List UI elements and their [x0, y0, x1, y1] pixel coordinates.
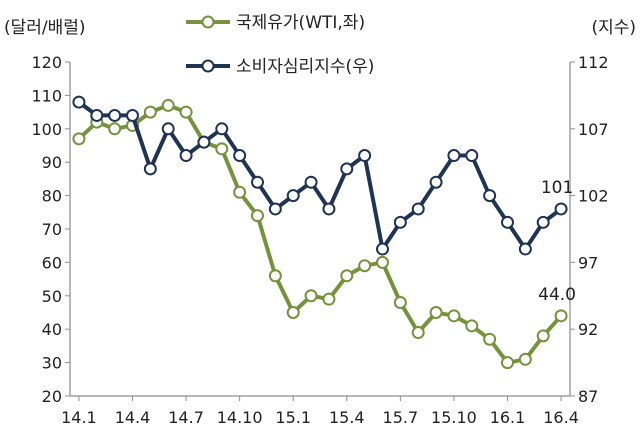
end-value-label: 101 — [541, 178, 573, 198]
right-tick-label: 107 — [578, 120, 609, 139]
end-value-label: 44.0 — [538, 285, 576, 305]
left-axis-title: (달러/배럴) — [4, 18, 86, 38]
data-point — [286, 189, 300, 203]
data-point — [358, 149, 372, 163]
left-tick-label: 110 — [31, 86, 62, 105]
x-tick-label: 15.10 — [431, 408, 477, 427]
right-tick-label: 87 — [578, 387, 598, 406]
legend: 국제유가(WTI,좌) 소비자심리지수(우) — [186, 13, 374, 77]
data-point — [376, 242, 389, 256]
right-tick-label: 102 — [578, 187, 609, 206]
data-point — [251, 209, 264, 223]
data-point — [429, 306, 443, 319]
data-point — [108, 108, 122, 122]
data-point — [90, 108, 104, 122]
data-point — [501, 215, 514, 229]
data-point — [304, 289, 318, 303]
data-point — [411, 202, 425, 216]
left-tick-label: 50 — [42, 287, 62, 306]
data-point — [179, 105, 193, 119]
right-axis-title: (지수) — [591, 18, 636, 38]
x-tick-label: 14.7 — [168, 408, 204, 427]
data-point — [143, 162, 157, 176]
data-point — [376, 255, 389, 269]
left-tick-label: 120 — [31, 53, 62, 72]
x-tick-label: 14.1 — [61, 408, 97, 427]
left-tick-label: 60 — [42, 253, 62, 272]
x-tick-label: 16.1 — [490, 408, 526, 427]
data-point — [340, 162, 354, 176]
legend-marker — [201, 59, 215, 73]
data-point — [197, 135, 211, 149]
data-point — [304, 175, 318, 189]
data-point — [447, 149, 461, 163]
data-point — [268, 202, 282, 216]
data-point — [215, 142, 229, 156]
left-tick-label: 30 — [42, 354, 62, 373]
data-point — [161, 122, 175, 136]
data-point — [251, 175, 264, 189]
right-tick-label: 97 — [578, 253, 598, 272]
data-point — [483, 332, 497, 346]
data-point — [358, 259, 372, 273]
data-point — [215, 122, 229, 136]
data-point — [518, 352, 532, 366]
data-point — [126, 108, 139, 122]
data-point — [72, 95, 86, 109]
data-point — [322, 292, 336, 306]
right-tick-label: 112 — [578, 53, 609, 72]
right-tick-label: 92 — [578, 320, 598, 339]
data-point — [554, 309, 568, 323]
x-tick-label: 16.4 — [543, 408, 579, 427]
data-point — [429, 175, 443, 189]
data-point — [179, 149, 193, 163]
data-point — [393, 295, 407, 309]
legend-label: 국제유가(WTI,좌) — [236, 13, 365, 33]
left-tick-label: 40 — [42, 320, 62, 339]
data-point — [161, 98, 175, 112]
data-point — [322, 202, 336, 216]
data-point — [286, 306, 300, 319]
left-tick-label: 20 — [42, 387, 62, 406]
legend-label: 소비자심리지수(우) — [236, 57, 374, 77]
series-line — [77, 103, 563, 365]
data-point — [465, 319, 479, 333]
data-point — [143, 105, 157, 119]
data-point — [340, 269, 354, 283]
left-tick-label: 70 — [42, 220, 62, 239]
data-point — [108, 122, 122, 136]
x-tick-label: 14.4 — [115, 408, 151, 427]
x-tick-label: 15.4 — [329, 408, 365, 427]
x-tick-label: 15.1 — [275, 408, 311, 427]
data-point — [447, 309, 461, 323]
data-point — [518, 242, 532, 256]
data-point — [483, 189, 497, 203]
data-point — [72, 132, 86, 146]
legend-marker — [201, 15, 215, 29]
data-point — [554, 202, 568, 216]
series-line — [77, 100, 563, 251]
data-point — [536, 215, 550, 229]
data-point — [233, 149, 247, 163]
data-point — [393, 215, 407, 229]
data-point — [465, 149, 479, 163]
left-tick-label: 90 — [42, 153, 62, 172]
x-tick-label: 15.7 — [383, 408, 419, 427]
data-point — [411, 326, 425, 340]
axes: 20 30 40 50 60 70 80 90 100 110 120 87 92 97 102 107 112… — [4, 18, 636, 427]
data-point — [233, 185, 247, 199]
data-point — [536, 329, 550, 343]
left-tick-label: 100 — [31, 120, 62, 139]
data-point — [268, 269, 282, 283]
data-point — [501, 356, 514, 370]
x-tick-label: 14.10 — [217, 408, 263, 427]
series-layer: 44.0 101 — [72, 95, 576, 370]
left-tick-label: 80 — [42, 187, 62, 206]
